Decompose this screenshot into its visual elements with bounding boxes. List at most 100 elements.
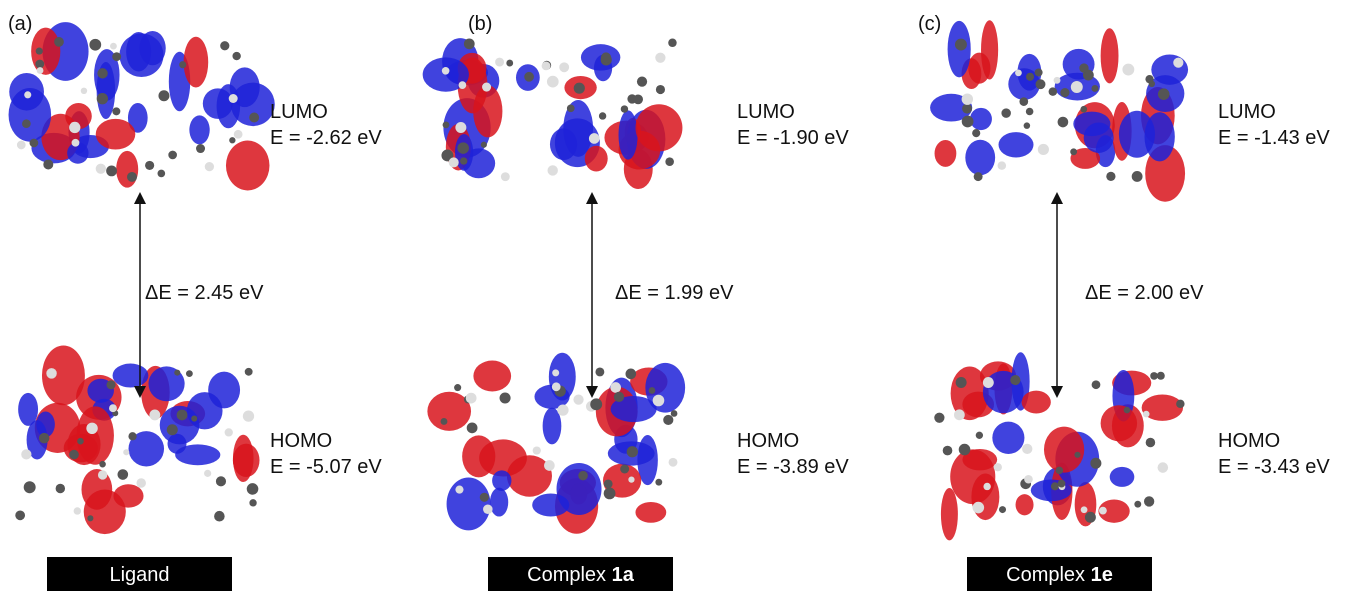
atom [962,93,973,104]
compound-name-text: Complex [1006,564,1090,586]
atom [976,432,983,439]
panel-label: (a) [8,13,32,35]
compound-id: 1a [612,564,635,586]
atom [1026,73,1034,81]
atom [1056,467,1064,475]
orbital-lobe [1119,111,1155,158]
atom [599,112,606,119]
atom [1058,480,1066,488]
atom [544,460,555,471]
atom [449,157,459,167]
atom [625,369,636,380]
atom [174,370,180,376]
orbital-lobe [126,32,151,72]
atom [1106,172,1115,181]
atom [97,68,107,78]
atom [106,165,117,176]
orbital-lobe [1031,479,1072,501]
atom [1049,87,1058,96]
atom [974,172,983,181]
orbital-lobe [113,364,149,388]
atom [595,368,604,377]
atom [1010,375,1020,385]
atom [1071,81,1083,93]
orbital-lobe [1110,467,1135,487]
compound-name-text: Complex [527,564,611,586]
atom [668,39,677,48]
atom [665,157,674,166]
orbital-lobe [473,85,502,137]
atom [1026,108,1034,116]
orbital-lobe [970,108,992,130]
panel-label: (c) [918,13,941,35]
lumo-energy: E = -1.90 eV [737,127,849,149]
atom [457,142,469,154]
orbital-lobe [971,474,999,521]
atom [455,486,463,494]
orbital-lobe [635,502,666,523]
lumo-label: LUMO [1218,101,1276,123]
atom [21,449,31,459]
orbital-lobe [1084,122,1114,152]
orbital-lobe [965,140,995,176]
atom [655,53,665,63]
atom [37,67,44,74]
orbital-lobe [462,435,495,477]
atom [480,493,489,502]
atom [243,410,254,421]
atom [112,52,121,61]
atom [972,129,980,137]
atom [483,504,493,514]
atom [128,432,136,440]
atom [1036,79,1046,89]
atom [179,61,186,68]
atom [464,38,475,49]
atom [533,446,541,454]
atom [524,72,534,82]
orbital-lobe [941,488,958,540]
orbital-lobe [175,444,220,465]
atom [934,413,944,423]
atom [1019,97,1028,106]
atom [574,83,585,94]
orbital-lobe [1101,405,1137,441]
molecule-render [9,22,275,190]
orbital-lobe [581,44,620,70]
molecule-render [15,346,259,535]
atom [1158,88,1170,100]
lumo-label: LUMO [737,101,795,123]
atom [214,511,225,522]
compound-name-text: Ligand [109,564,169,586]
atom [1099,507,1107,515]
atom [229,137,235,143]
atom [225,428,233,436]
atom [149,409,160,420]
atom [127,172,137,182]
atom [1074,452,1080,458]
atom [96,164,106,174]
atom [1145,75,1153,83]
atom [97,93,108,104]
atom [443,121,450,128]
lumo-energy: E = -2.62 eV [270,127,382,149]
atom [559,62,569,72]
atom [590,398,602,410]
atom [112,107,120,115]
atom [604,479,613,488]
atom [74,507,81,514]
atom [627,446,638,457]
atom [663,415,673,425]
atom [994,463,1002,471]
atom [118,469,129,480]
orbital-lobe [203,88,233,119]
atom [86,423,97,434]
orbital-lobe [585,146,608,172]
atom [216,476,226,486]
orbital-lobe [226,141,270,191]
lumo-label: LUMO [270,101,328,123]
atom [1024,475,1033,484]
atom [1134,501,1141,508]
atom [442,67,450,75]
atom [552,369,559,376]
atom [87,515,93,521]
